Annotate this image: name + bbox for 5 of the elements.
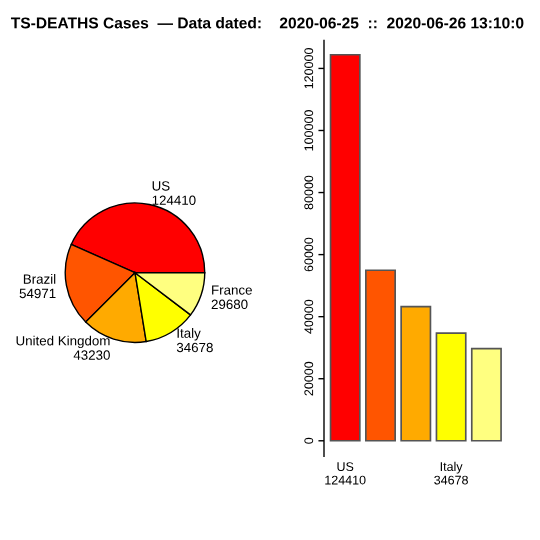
bar <box>435 332 467 442</box>
bar <box>400 305 432 442</box>
bar <box>470 347 502 442</box>
bar <box>365 269 396 442</box>
bar <box>329 53 361 442</box>
